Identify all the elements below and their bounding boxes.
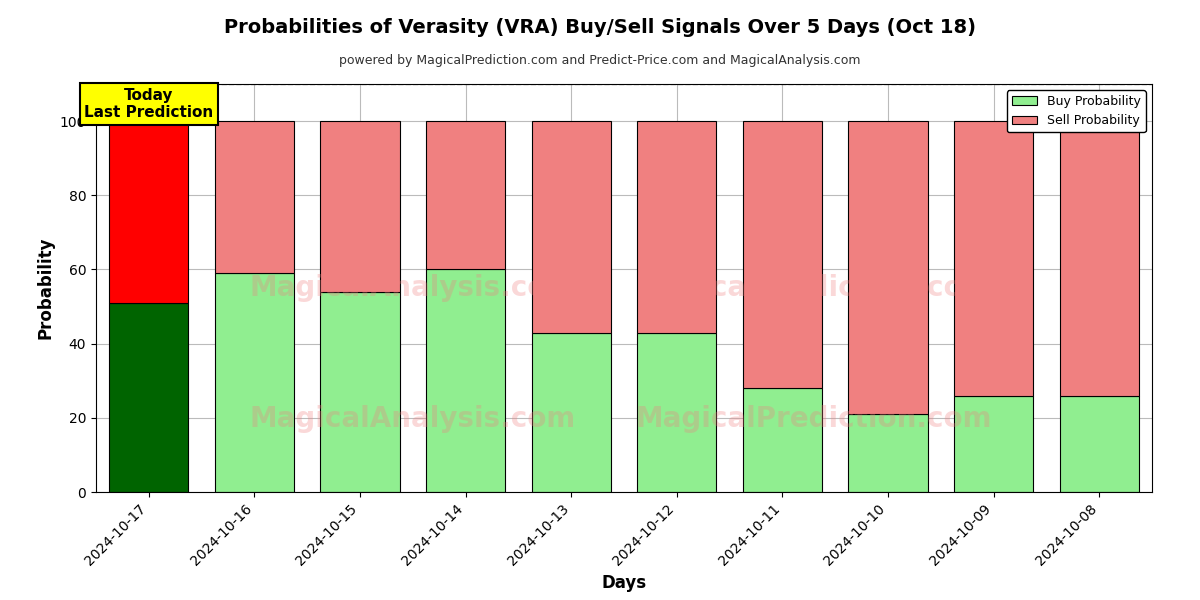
Bar	[848, 121, 928, 414]
Bar	[743, 388, 822, 492]
Bar	[743, 121, 822, 388]
Y-axis label: Probability: Probability	[36, 237, 54, 339]
X-axis label: Days: Days	[601, 574, 647, 592]
Text: MagicalPrediction.com: MagicalPrediction.com	[636, 274, 992, 302]
Bar	[426, 121, 505, 269]
Bar	[1060, 121, 1139, 395]
Bar	[954, 121, 1033, 395]
Bar	[637, 332, 716, 492]
Bar	[320, 292, 400, 492]
Legend: Buy Probability, Sell Probability: Buy Probability, Sell Probability	[1007, 90, 1146, 133]
Text: Today
Last Prediction: Today Last Prediction	[84, 88, 214, 120]
Bar	[954, 395, 1033, 492]
Bar	[426, 269, 505, 492]
Bar	[532, 121, 611, 332]
Text: Probabilities of Verasity (VRA) Buy/Sell Signals Over 5 Days (Oct 18): Probabilities of Verasity (VRA) Buy/Sell…	[224, 18, 976, 37]
Bar	[637, 121, 716, 332]
Text: MagicalPrediction.com: MagicalPrediction.com	[636, 404, 992, 433]
Bar	[532, 332, 611, 492]
Bar	[215, 273, 294, 492]
Text: MagicalAnalysis.com: MagicalAnalysis.com	[250, 274, 576, 302]
Bar	[320, 121, 400, 292]
Bar	[1060, 395, 1139, 492]
Bar	[848, 414, 928, 492]
Bar	[109, 303, 188, 492]
Text: MagicalAnalysis.com: MagicalAnalysis.com	[250, 404, 576, 433]
Bar	[215, 121, 294, 273]
Bar	[109, 121, 188, 303]
Text: powered by MagicalPrediction.com and Predict-Price.com and MagicalAnalysis.com: powered by MagicalPrediction.com and Pre…	[340, 54, 860, 67]
